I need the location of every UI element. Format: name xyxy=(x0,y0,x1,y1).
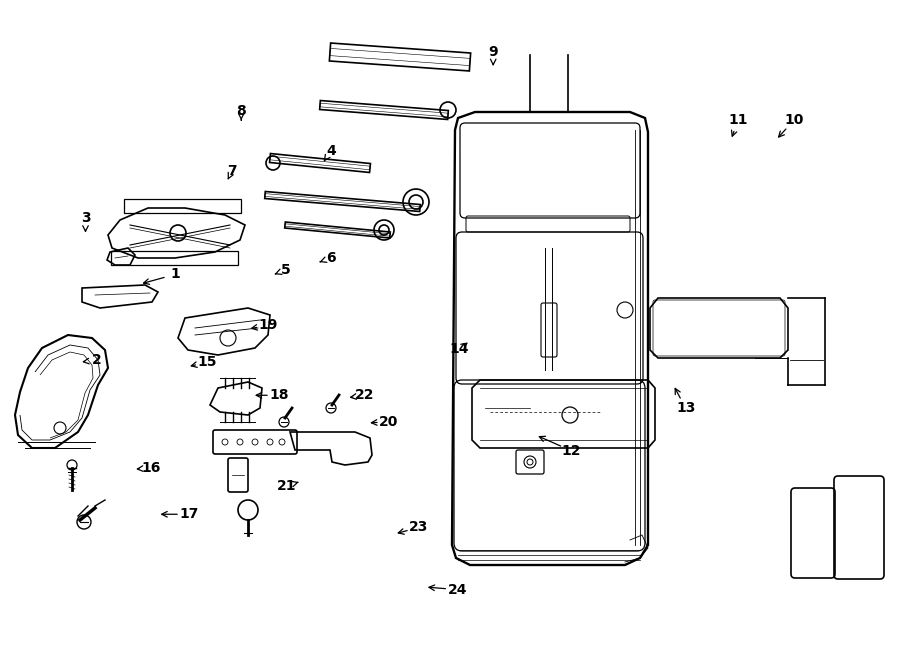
Text: 9: 9 xyxy=(489,44,498,59)
Text: 17: 17 xyxy=(179,507,199,522)
Text: 13: 13 xyxy=(676,401,696,416)
Text: 5: 5 xyxy=(282,262,291,277)
Text: 23: 23 xyxy=(409,520,428,535)
Text: 2: 2 xyxy=(92,353,101,368)
Text: 24: 24 xyxy=(447,582,467,597)
Text: 16: 16 xyxy=(141,461,161,475)
Text: 12: 12 xyxy=(562,444,581,458)
Text: 20: 20 xyxy=(379,414,399,429)
Text: 11: 11 xyxy=(728,113,748,128)
Text: 22: 22 xyxy=(355,388,374,403)
Text: 3: 3 xyxy=(81,211,90,225)
Text: 4: 4 xyxy=(327,143,336,158)
Text: 19: 19 xyxy=(258,318,278,332)
Text: 14: 14 xyxy=(449,342,469,356)
Text: 18: 18 xyxy=(269,388,289,403)
Text: 10: 10 xyxy=(784,113,804,128)
Text: 7: 7 xyxy=(228,163,237,178)
Text: 15: 15 xyxy=(197,355,217,369)
Text: 1: 1 xyxy=(171,267,180,282)
Text: 8: 8 xyxy=(237,104,246,118)
Text: 6: 6 xyxy=(327,251,336,265)
Text: 21: 21 xyxy=(276,479,296,493)
